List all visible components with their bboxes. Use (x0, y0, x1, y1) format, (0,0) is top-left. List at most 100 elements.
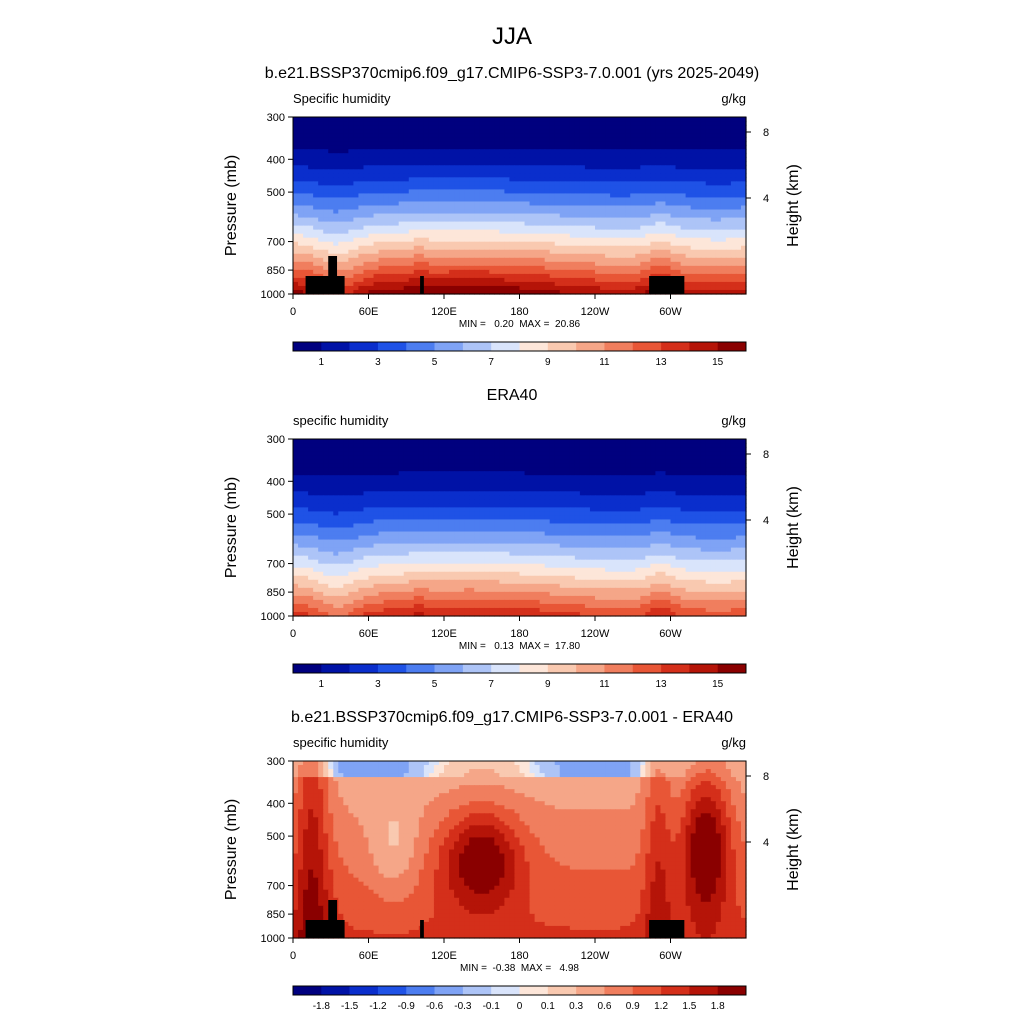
contour-cell (710, 281, 717, 287)
contour-cell (383, 121, 390, 126)
contour-cell (725, 265, 732, 271)
contour-cell (343, 269, 349, 275)
contour-cell (484, 117, 490, 122)
contour-cell (318, 133, 324, 138)
contour-cell (428, 463, 435, 468)
contour-cell (705, 467, 712, 472)
contour-cell (710, 289, 717, 295)
contour-cell (695, 177, 702, 182)
contour-cell (403, 173, 410, 178)
contour-cell (620, 281, 626, 287)
contour-cell (665, 221, 672, 227)
contour-cell (700, 455, 707, 460)
contour-cell (685, 161, 692, 166)
contour-cell (559, 129, 566, 134)
contour-cell (298, 439, 304, 444)
contour-cell (373, 225, 380, 231)
contour-cell (363, 117, 370, 122)
contour-cell (514, 193, 521, 199)
contour-cell (423, 249, 430, 255)
contour-cell (323, 229, 329, 235)
contour-cell (433, 141, 440, 146)
contour-cell (423, 141, 430, 146)
contour-cell (579, 269, 586, 275)
contour-cell (484, 233, 490, 239)
contour-cell (383, 471, 390, 476)
contour-cell (469, 475, 475, 480)
contour-cell (670, 165, 677, 170)
contour-cell (358, 439, 365, 444)
contour-cell (298, 261, 304, 267)
contour-cell (444, 269, 450, 275)
contour-cell (680, 121, 687, 126)
contour-cell (449, 197, 455, 203)
contour-cell (655, 193, 662, 199)
contour-cell (655, 463, 662, 468)
contour-cell (313, 153, 319, 158)
contour-cell (524, 221, 531, 227)
contour-cell (489, 161, 495, 166)
contour-cell (413, 455, 420, 460)
contour-cell (438, 141, 445, 146)
contour-cell (680, 173, 687, 178)
contour-cell (625, 233, 631, 239)
contour-cell (353, 281, 360, 287)
contour-cell (660, 475, 667, 480)
contour-cell (343, 459, 349, 464)
contour-cell (323, 129, 329, 134)
contour-cell (438, 225, 445, 231)
contour-cell (690, 137, 697, 142)
contour-cell (710, 249, 717, 255)
contour-cell (398, 253, 405, 259)
contour-cell (403, 193, 410, 199)
contour-cell (579, 161, 586, 166)
contour-cell (710, 475, 717, 480)
contour-cell (584, 459, 591, 464)
contour-cell (519, 285, 526, 291)
contour-cell (705, 443, 712, 448)
contour-cell (529, 253, 536, 259)
contour-cell (700, 201, 707, 207)
contour-cell (293, 273, 299, 279)
contour-cell (600, 241, 606, 247)
contour-cell (650, 121, 656, 126)
contour-cell (353, 237, 360, 243)
contour-cell (484, 209, 490, 215)
contour-cell (293, 257, 299, 263)
contour-cell (685, 237, 692, 243)
contour-cell (298, 467, 304, 472)
contour-cell (544, 157, 551, 162)
contour-cell (685, 225, 692, 231)
contour-cell (695, 467, 702, 472)
contour-cell (559, 479, 566, 484)
contour-cell (459, 273, 465, 279)
contour-cell (695, 261, 702, 267)
contour-cell (298, 145, 304, 150)
contour-cell (564, 173, 571, 178)
contour-cell (534, 269, 541, 275)
contour-cell (630, 117, 636, 122)
contour-cell (610, 193, 616, 199)
contour-cell (398, 189, 405, 195)
contour-cell (740, 133, 747, 138)
contour-cell (720, 463, 727, 468)
contour-cell (413, 165, 420, 170)
contour-cell (695, 141, 702, 146)
contour-cell (418, 125, 425, 130)
contour-cell (700, 249, 707, 255)
contour-cell (645, 221, 651, 227)
contour-cell (710, 117, 717, 122)
contour-cell (348, 129, 354, 134)
contour-cell (579, 197, 586, 203)
contour-cell (524, 459, 531, 464)
contour-cell (514, 447, 521, 452)
contour-cell (494, 253, 500, 259)
contour-cell (524, 181, 531, 186)
contour-cell (449, 161, 455, 166)
contour-cell (308, 217, 314, 223)
contour-cell (695, 245, 702, 251)
contour-cell (595, 229, 601, 235)
contour-cell (403, 241, 410, 247)
contour-cell (433, 221, 440, 227)
contour-cell (655, 225, 662, 231)
